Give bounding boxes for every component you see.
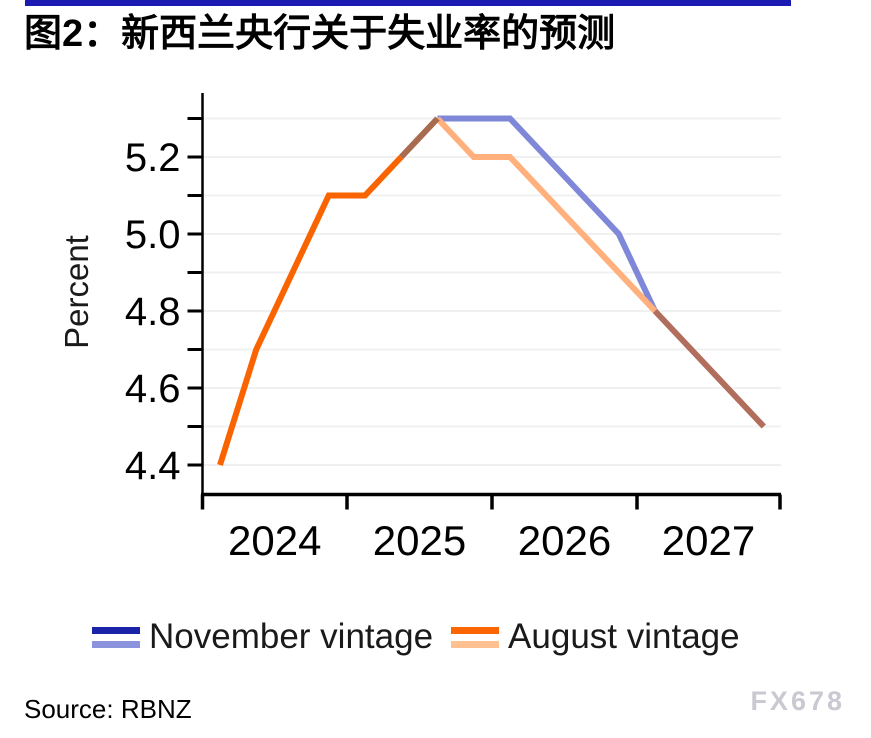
y-tick-label: 4.4 <box>125 444 181 488</box>
series-segment <box>435 116 658 314</box>
figure-title: 图2：新西兰央行关于失业率的预测 <box>24 13 616 55</box>
y-tick-label: 4.8 <box>125 290 181 334</box>
legend-label-august: August vintage <box>508 617 740 656</box>
x-tick-label: 2025 <box>373 517 466 564</box>
series-segment <box>437 115 658 313</box>
x-tick-label: 2027 <box>662 517 755 564</box>
x-tick-label: 2024 <box>228 517 321 564</box>
november-line-swatch-icon <box>92 626 140 648</box>
chart-legend: November vintage August vintage <box>92 612 740 662</box>
series-segment <box>399 116 440 160</box>
source-note: Source: RBNZ <box>24 694 192 724</box>
series-segment <box>652 308 766 429</box>
title-rule <box>25 0 791 6</box>
august-line-swatch-icon <box>451 626 500 648</box>
y-tick-label: 5.0 <box>125 213 181 257</box>
legend-item-november: November vintage <box>92 617 433 657</box>
legend-item-august: August vintage <box>451 617 740 657</box>
y-tick-label: 5.2 <box>125 136 181 180</box>
x-tick-label: 2026 <box>518 517 611 564</box>
series-segment <box>217 154 404 466</box>
watermark: FX678 <box>750 686 845 716</box>
y-axis-title: Percent <box>58 235 95 349</box>
y-tick-label: 4.6 <box>125 367 181 411</box>
legend-label-november: November vintage <box>149 617 434 656</box>
